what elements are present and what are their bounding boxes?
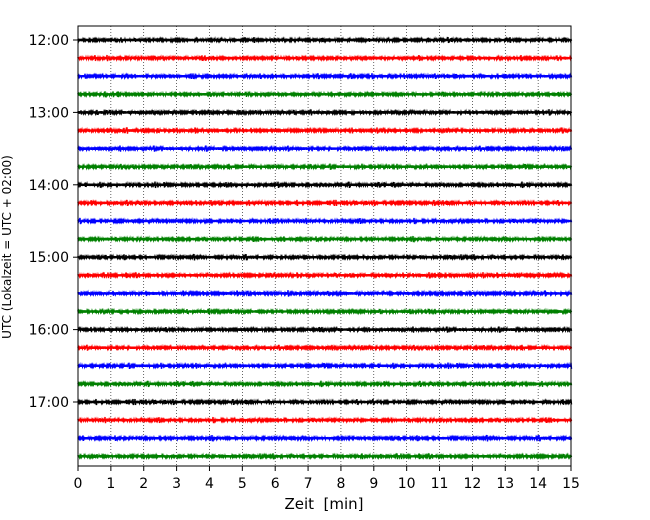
x-tick-label: 0 bbox=[74, 476, 83, 492]
x-tick-label: 1 bbox=[106, 476, 115, 492]
trace-1200 bbox=[77, 36, 573, 44]
trace-1300 bbox=[77, 108, 573, 117]
grid-layer bbox=[110, 26, 539, 466]
y-tick-label: 17:00 bbox=[29, 395, 69, 411]
y-tick-label: 12:00 bbox=[29, 33, 69, 49]
x-tick-label: 12 bbox=[463, 476, 481, 492]
x-tick-label: 6 bbox=[271, 476, 280, 492]
trace-1730 bbox=[77, 434, 573, 443]
trace-1515 bbox=[77, 271, 573, 280]
trace-1330 bbox=[77, 144, 573, 153]
x-tick-label: 5 bbox=[238, 476, 247, 492]
y-tick-label: 15:00 bbox=[29, 250, 69, 266]
x-tick-label: 11 bbox=[431, 476, 449, 492]
y-axis-label: UTC (Lokalzeit = UTC + 02:00) bbox=[0, 155, 14, 339]
trace-1215 bbox=[77, 54, 573, 62]
trace-1600 bbox=[77, 325, 573, 334]
x-tick-label: 8 bbox=[336, 476, 345, 492]
trace-1645 bbox=[77, 380, 573, 388]
y-tick-label: 13:00 bbox=[29, 105, 69, 121]
trace-1530 bbox=[77, 289, 573, 298]
trace-1445 bbox=[77, 235, 573, 243]
trace-1715 bbox=[77, 416, 573, 424]
y-axis: 12:00 13:00 14:00 15:00 16:00 17:00 bbox=[29, 33, 78, 411]
x-axis: 0 1 2 3 4 5 6 7 8 9 10 11 12 13 14 15 bbox=[74, 466, 580, 492]
x-tick-label: 3 bbox=[172, 476, 181, 492]
trace-1345 bbox=[77, 162, 573, 171]
trace-1630 bbox=[77, 361, 573, 370]
x-axis-label: Zeit [min] bbox=[284, 495, 363, 513]
y-tick-label: 14:00 bbox=[29, 178, 69, 194]
trace-1745 bbox=[77, 452, 573, 461]
trace-1315 bbox=[77, 126, 573, 135]
trace-1400 bbox=[77, 180, 573, 189]
x-tick-label: 4 bbox=[205, 476, 214, 492]
x-tick-label: 13 bbox=[496, 476, 514, 492]
x-tick-label: 9 bbox=[369, 476, 378, 492]
trace-1615 bbox=[77, 343, 573, 352]
trace-1500 bbox=[77, 253, 573, 262]
trace-1430 bbox=[77, 217, 573, 225]
trace-1700 bbox=[77, 398, 573, 406]
y-tick-label: 16:00 bbox=[29, 323, 69, 339]
x-tick-label: 14 bbox=[529, 476, 547, 492]
x-tick-label: 7 bbox=[304, 476, 313, 492]
trace-1245 bbox=[77, 90, 573, 99]
plot-frame bbox=[77, 25, 572, 467]
x-tick-label: 2 bbox=[139, 476, 148, 492]
trace-1545 bbox=[77, 307, 573, 316]
x-tick-label: 10 bbox=[398, 476, 416, 492]
x-tick-label: 15 bbox=[562, 476, 580, 492]
trace-1415 bbox=[77, 199, 573, 207]
trace-layer bbox=[77, 36, 573, 461]
trace-1230 bbox=[77, 72, 573, 81]
